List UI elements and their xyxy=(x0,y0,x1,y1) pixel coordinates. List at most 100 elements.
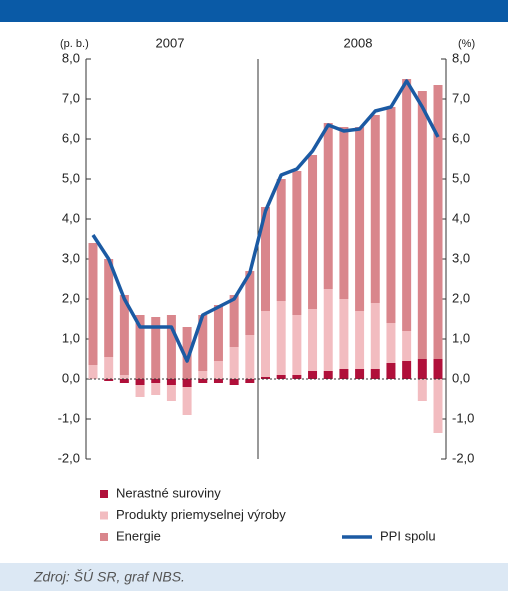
bar-segment xyxy=(261,207,270,311)
bar-segment xyxy=(104,357,114,379)
bar-segment xyxy=(433,359,443,379)
bar-segment xyxy=(386,363,396,379)
bar-segment xyxy=(402,79,412,331)
bar-segment xyxy=(198,371,208,379)
legend-swatch xyxy=(100,533,108,541)
bar-segment xyxy=(166,379,176,385)
y-tick-label: -2,0 xyxy=(58,450,80,465)
bar-segment xyxy=(417,379,427,401)
y2-tick-label: 4,0 xyxy=(452,210,470,225)
bar-segment xyxy=(355,127,365,311)
y-tick-label: 2,0 xyxy=(62,290,80,305)
bar-segment xyxy=(292,171,302,315)
bar-segment xyxy=(386,107,396,323)
bar-segment xyxy=(182,379,192,387)
bar-segment xyxy=(119,295,129,375)
bar-segment xyxy=(135,315,145,379)
bar-segment xyxy=(433,85,443,359)
bar-segment xyxy=(213,379,223,383)
y2-tick-label: 5,0 xyxy=(452,170,470,185)
bar-segment xyxy=(402,361,412,379)
bar-segment xyxy=(261,311,270,377)
legend-label: Nerastné suroviny xyxy=(116,485,221,500)
y-tick-label: 3,0 xyxy=(62,250,80,265)
bar-segment xyxy=(323,371,333,379)
bar-segment xyxy=(370,303,380,369)
bar-segment xyxy=(339,127,349,299)
header-band xyxy=(0,0,508,22)
bar-segment xyxy=(135,385,145,397)
bar-segment xyxy=(276,301,286,375)
bar-segment xyxy=(245,271,255,335)
bar-segment xyxy=(104,259,114,357)
bar-segment xyxy=(88,243,98,365)
bar-segment xyxy=(339,299,349,369)
legend-label: PPI spolu xyxy=(380,528,436,543)
bar-segment xyxy=(198,315,208,371)
y-tick-label: 4,0 xyxy=(62,210,80,225)
bar-segment xyxy=(433,379,443,433)
bar-segment xyxy=(166,315,176,379)
bar-segment xyxy=(323,123,333,289)
bar-segment xyxy=(370,115,380,303)
bar-segment xyxy=(119,379,129,383)
legend-swatch xyxy=(100,490,108,498)
y-tick-label: 7,0 xyxy=(62,90,80,105)
y2-tick-label: 7,0 xyxy=(452,90,470,105)
y-tick-label: 1,0 xyxy=(62,330,80,345)
y2-tick-label: 2,0 xyxy=(452,290,470,305)
bar-segment xyxy=(292,315,302,375)
y-tick-label: 5,0 xyxy=(62,170,80,185)
bar-segment xyxy=(355,369,365,379)
y2-tick-label: 6,0 xyxy=(452,130,470,145)
bar-segment xyxy=(245,379,255,383)
bar-segment xyxy=(323,289,333,371)
y-tick-label: -1,0 xyxy=(58,410,80,425)
y2-tick-label: 1,0 xyxy=(452,330,470,345)
bar-segment xyxy=(151,383,161,395)
y2-tick-label: -2,0 xyxy=(452,450,474,465)
bar-segment xyxy=(261,377,270,379)
y-tick-label: 8,0 xyxy=(62,50,80,65)
bar-segment xyxy=(370,369,380,379)
bar-segment xyxy=(88,365,98,379)
bar-segment xyxy=(417,359,427,379)
y2-tick-label: -1,0 xyxy=(452,410,474,425)
bar-segment xyxy=(135,379,145,385)
bar-segment xyxy=(386,323,396,363)
bar-segment xyxy=(245,335,255,379)
left-unit: (p. b.) xyxy=(60,38,89,50)
period-label: 2008 xyxy=(344,35,373,50)
legend-label: Energie xyxy=(116,528,161,543)
period-label: 2007 xyxy=(156,35,185,50)
bar-segment xyxy=(308,371,318,379)
bar-segment xyxy=(229,295,239,347)
line-series xyxy=(91,79,440,363)
bar-segment xyxy=(151,379,161,383)
source: Zdroj: ŠÚ SR, graf NBS. xyxy=(33,569,185,585)
y2-tick-label: 0,0 xyxy=(452,370,470,385)
bar-segment xyxy=(292,375,302,379)
right-unit: (%) xyxy=(458,38,475,50)
bar-segment xyxy=(182,387,192,415)
bar-segment xyxy=(308,309,318,371)
bar-segment xyxy=(339,369,349,379)
legend-swatch xyxy=(100,511,108,520)
bar-segment xyxy=(308,155,318,309)
footer-band xyxy=(0,563,508,591)
bar-segment xyxy=(276,375,286,379)
bar-segment xyxy=(198,379,208,383)
bar-segment xyxy=(355,311,365,369)
bar-segment xyxy=(104,379,114,381)
bar-segment xyxy=(229,347,239,379)
bar-segment xyxy=(119,375,129,379)
bar-segment xyxy=(151,317,161,379)
bar-segment xyxy=(166,385,176,401)
y2-tick-label: 3,0 xyxy=(452,250,470,265)
bar-segment xyxy=(276,179,286,301)
y-tick-label: 6,0 xyxy=(62,130,80,145)
bar-segment xyxy=(213,361,223,379)
legend-label: Produkty priemyselnej výroby xyxy=(116,507,286,522)
bar-segment xyxy=(402,331,412,361)
bar-segment xyxy=(182,327,192,379)
